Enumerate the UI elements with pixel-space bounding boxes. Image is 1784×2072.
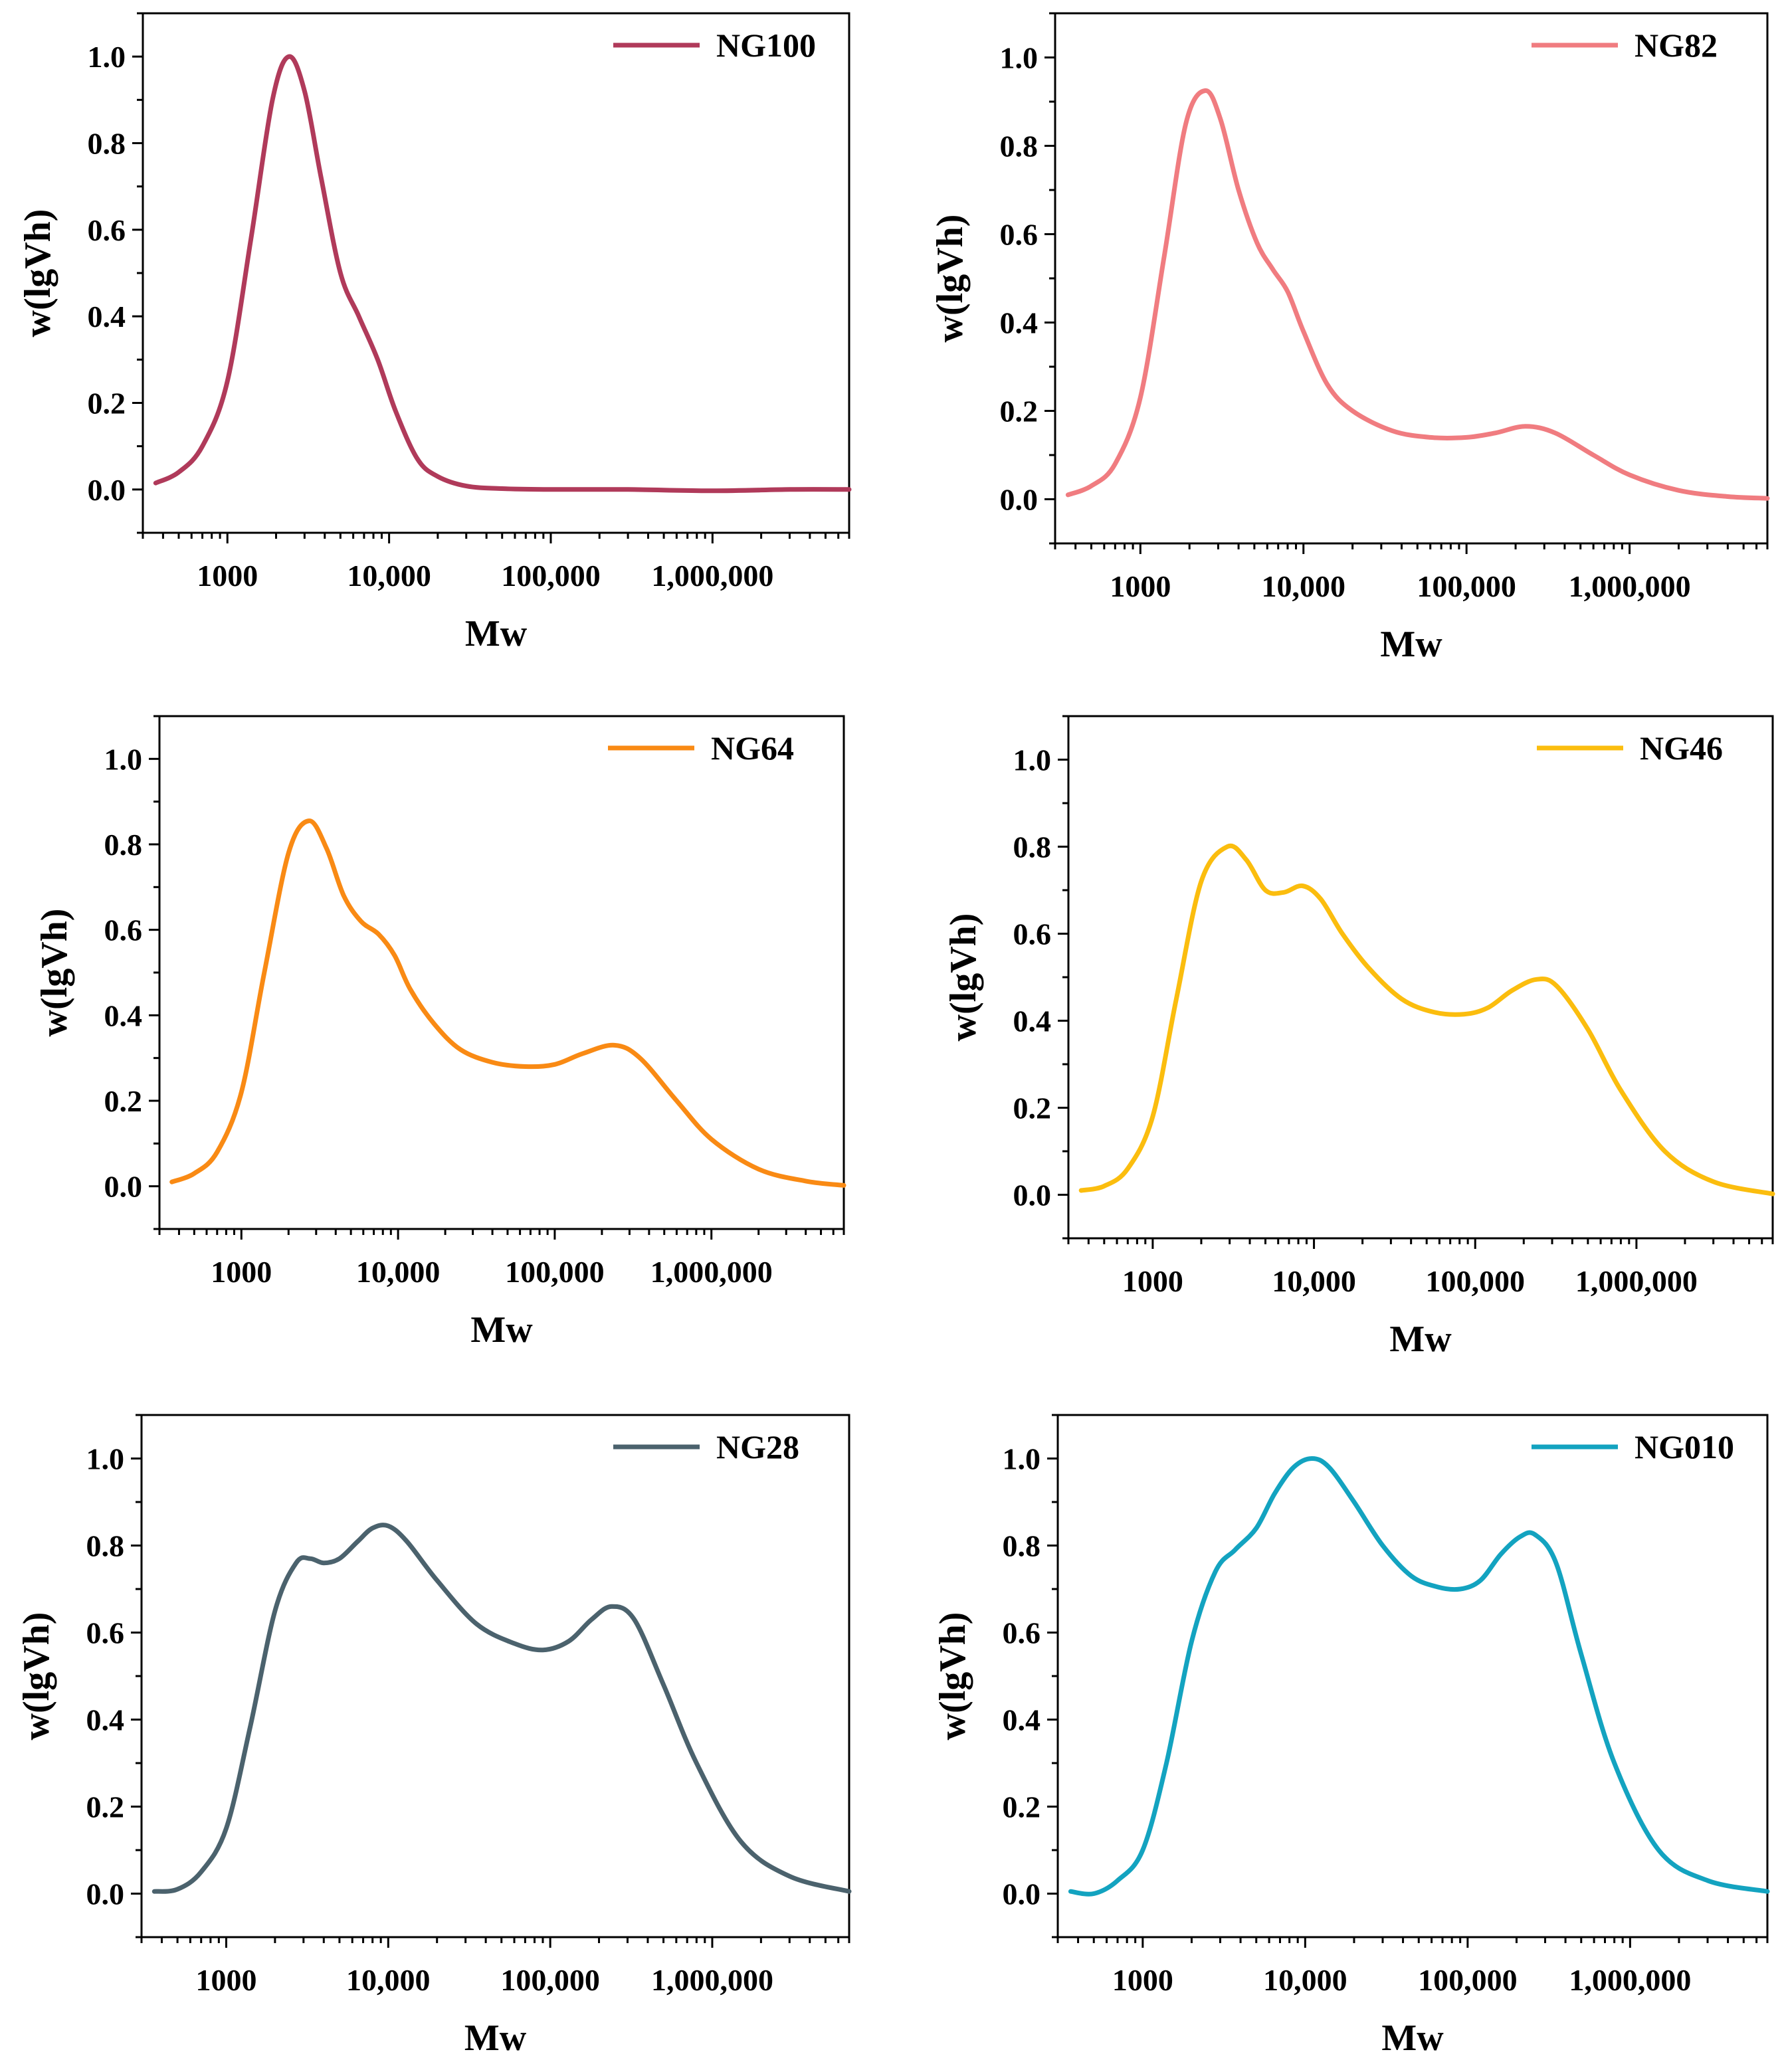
y-axis-title: w(lgVh)	[34, 909, 75, 1037]
x-tick-label: 100,000	[1425, 1264, 1525, 1298]
x-tick-label: 1,000,000	[1569, 569, 1691, 603]
y-tick-label: 0.8	[104, 828, 143, 862]
y-tick-label: 0.0	[1013, 1178, 1052, 1212]
legend-label: NG82	[1635, 27, 1718, 64]
y-tick-label: 1.0	[86, 1442, 125, 1476]
y-axis-title: w(lgVh)	[943, 913, 984, 1042]
y-tick-label: 1.0	[1000, 41, 1039, 75]
y-tick-label: 1.0	[1003, 1442, 1041, 1476]
x-tick-label: 10,000	[1272, 1264, 1356, 1298]
y-tick-label: 1.0	[104, 742, 143, 776]
y-tick-label: 0.2	[86, 1790, 125, 1824]
x-tick-label: 1000	[195, 1963, 256, 1997]
y-tick-label: 0.4	[1003, 1703, 1041, 1737]
y-tick-label: 0.6	[86, 1616, 125, 1650]
x-tick-label: 1,000,000	[650, 1255, 773, 1289]
y-tick-label: 0.8	[1003, 1529, 1041, 1563]
y-tick-label: 0.8	[88, 127, 126, 161]
chart-panel-5: 0.0 0.2 0.4 0.6 0.8 1.0 1000 10,000 100,000 1,000…	[16, 1414, 852, 2059]
x-axis-title: Mw	[1381, 2018, 1444, 2059]
y-tick-label: 0.0	[1003, 1877, 1041, 1911]
x-tick-label: 100,000	[501, 559, 601, 593]
y-tick-label: 0.2	[1003, 1790, 1041, 1824]
y-tick-label: 0.6	[1003, 1616, 1041, 1650]
series-line-ng82	[1065, 88, 1770, 501]
chart-panel-4: 0.0 0.2 0.4 0.6 0.8 1.0 1000 10,000 100,000 1,000…	[943, 715, 1775, 1360]
y-axis-title: w(lgVh)	[930, 215, 971, 343]
chart-panel-6: 0.0 0.2 0.4 0.6 0.8 1.0 1000 10,000 100,000 1,000…	[932, 1414, 1770, 2059]
x-tick-label: 1000	[197, 559, 258, 593]
series-line-ng010	[1068, 1456, 1770, 1897]
y-tick-label: 0.0	[86, 1877, 125, 1911]
y-tick-label: 0.2	[1013, 1091, 1052, 1125]
y-tick-label: 0.0	[1000, 483, 1039, 517]
y-tick-label: 1.0	[1013, 743, 1052, 777]
x-tick-label: 1000	[1122, 1264, 1183, 1298]
x-tick-label: 1000	[211, 1255, 272, 1289]
chart-panel-2: 0.0 0.2 0.4 0.6 0.8 1.0 1000 10,000 100,000 1,000…	[930, 12, 1770, 665]
y-tick-label: 0.0	[104, 1170, 143, 1204]
x-tick-label: 100,000	[1417, 569, 1516, 603]
x-tick-label: 10,000	[1263, 1963, 1347, 1997]
series-line-ng64	[169, 818, 846, 1188]
x-tick-label: 1000	[1110, 569, 1171, 603]
y-axis-title: w(lgVh)	[16, 1612, 57, 1741]
y-axis-title: w(lgVh)	[932, 1612, 973, 1741]
x-tick-label: 10,000	[346, 1963, 431, 1997]
legend-label: NG28	[716, 1428, 799, 1465]
x-tick-label: 100,000	[1418, 1963, 1518, 1997]
series-line-ng100	[153, 54, 852, 494]
y-tick-label: 0.4	[1000, 306, 1039, 340]
x-tick-label: 10,000	[347, 559, 431, 593]
x-axis-title: Mw	[1380, 624, 1442, 665]
x-axis-title: Mw	[1389, 1319, 1452, 1360]
y-tick-label: 1.0	[88, 40, 126, 74]
y-axis-title: w(lgVh)	[17, 209, 58, 337]
x-tick-label: 10,000	[356, 1255, 441, 1289]
y-tick-label: 0.4	[86, 1703, 125, 1737]
x-tick-label: 1,000,000	[1569, 1963, 1691, 1997]
x-tick-label: 10,000	[1261, 569, 1345, 603]
y-tick-label: 0.2	[104, 1084, 143, 1118]
chart-panel-1: 0.0 0.2 0.4 0.6 0.8 1.0 1000 10,000 100,000 1,000…	[17, 12, 852, 654]
legend-label: NG46	[1640, 729, 1723, 767]
y-tick-label: 0.6	[104, 913, 143, 947]
legend-label: NG64	[711, 729, 794, 767]
y-tick-label: 0.4	[88, 300, 126, 333]
y-tick-label: 0.6	[1013, 917, 1052, 951]
y-tick-label: 0.8	[1013, 830, 1052, 864]
y-tick-label: 0.4	[1013, 1004, 1052, 1038]
y-tick-label: 0.0	[88, 473, 126, 507]
x-tick-label: 100,000	[505, 1255, 605, 1289]
y-tick-label: 0.4	[104, 998, 143, 1032]
y-tick-label: 0.2	[88, 387, 126, 421]
x-axis-title: Mw	[470, 1309, 533, 1351]
x-axis-title: Mw	[464, 2018, 527, 2059]
y-tick-label: 0.6	[1000, 218, 1039, 252]
x-tick-label: 1,000,000	[1575, 1264, 1698, 1298]
x-tick-label: 1,000,000	[651, 559, 773, 593]
chart-panel-3: 0.0 0.2 0.4 0.6 0.8 1.0 1000 10,000 100,000 1,000…	[34, 715, 846, 1351]
y-tick-label: 0.6	[88, 213, 126, 247]
x-tick-label: 1,000,000	[651, 1963, 773, 1997]
y-tick-label: 0.8	[1000, 130, 1039, 163]
legend-label: NG010	[1635, 1428, 1734, 1465]
series-line-ng46	[1078, 843, 1775, 1196]
legend-label: NG100	[716, 27, 816, 64]
y-tick-label: 0.8	[86, 1529, 125, 1563]
x-tick-label: 100,000	[500, 1963, 600, 1997]
x-tick-label: 1000	[1112, 1963, 1173, 1997]
y-tick-label: 0.2	[1000, 395, 1039, 428]
series-line-ng28	[151, 1523, 852, 1894]
x-axis-title: Mw	[465, 613, 528, 654]
